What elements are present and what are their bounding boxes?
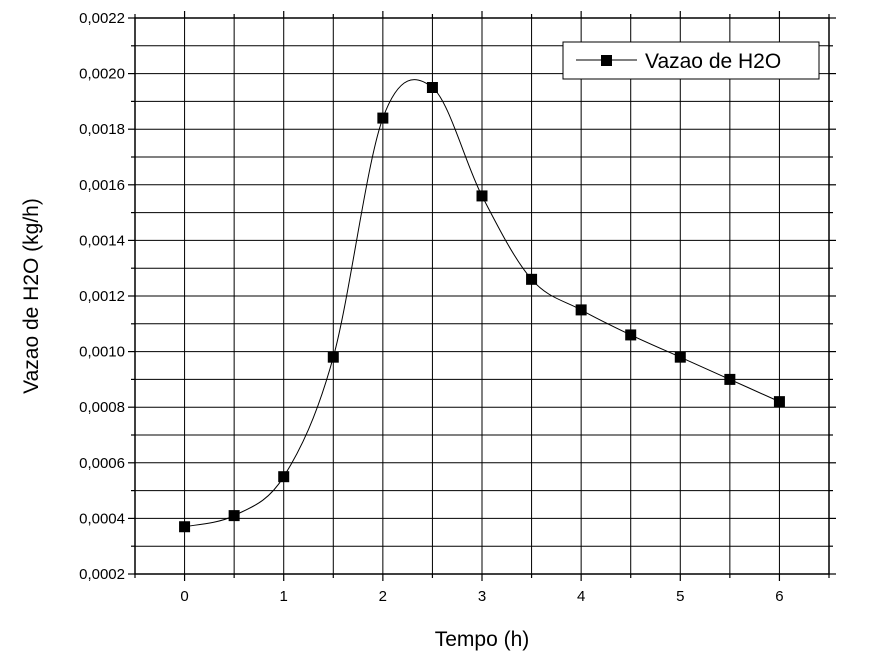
y-axis-title: Vazao de H2O (kg/h)	[20, 198, 43, 394]
x-tick-label: 1	[280, 588, 288, 605]
data-point-marker	[327, 351, 339, 363]
y-tick-label: 0,0008	[79, 399, 125, 416]
data-point-marker	[278, 471, 290, 483]
x-tick-label: 3	[478, 588, 486, 605]
y-tick-label: 0,0010	[79, 344, 125, 361]
legend-label: Vazao de H2O	[645, 50, 781, 73]
y-tick-labels: 0,0002 0,0004 0,0006 0,0008 0,0010 0,0012 0,00…	[79, 10, 125, 583]
series-markers	[179, 82, 785, 533]
series-line	[184, 79, 780, 528]
data-point-marker	[526, 273, 538, 285]
y-tick-label: 0,0004	[79, 510, 125, 527]
grid	[134, 17, 830, 575]
axis-ticks	[128, 11, 836, 581]
series-curve	[184, 79, 780, 528]
y-tick-label: 0,0002	[79, 566, 125, 583]
data-point-marker	[377, 112, 389, 124]
data-point-marker	[724, 373, 736, 385]
x-tick-label: 5	[676, 588, 684, 605]
legend: Vazao de H2O	[562, 41, 820, 80]
data-point-marker	[575, 304, 587, 316]
data-point-marker	[426, 82, 438, 93]
y-tick-label: 0,0006	[79, 455, 125, 472]
y-tick-label: 0,0016	[79, 177, 125, 194]
x-axis-title: Tempo (h)	[435, 628, 530, 651]
x-tick-label: 2	[379, 588, 387, 605]
data-point-marker	[179, 521, 191, 533]
y-tick-label: 0,0020	[79, 66, 125, 83]
y-tick-label: 0,0022	[79, 10, 125, 27]
data-point-marker	[773, 396, 785, 408]
data-point-marker	[674, 351, 686, 363]
x-tick-label: 6	[775, 588, 783, 605]
x-tick-label: 0	[180, 588, 188, 605]
x-tick-label: 4	[577, 588, 585, 605]
y-tick-label: 0,0014	[79, 232, 125, 249]
data-point-marker	[625, 329, 637, 341]
y-tick-label: 0,0012	[79, 288, 125, 305]
data-point-marker	[476, 190, 488, 202]
data-point-marker	[228, 510, 240, 522]
x-tick-labels: 0 1 2 3 4 5 6	[180, 588, 783, 605]
legend-marker-icon	[601, 55, 612, 66]
y-tick-label: 0,0018	[79, 121, 125, 138]
